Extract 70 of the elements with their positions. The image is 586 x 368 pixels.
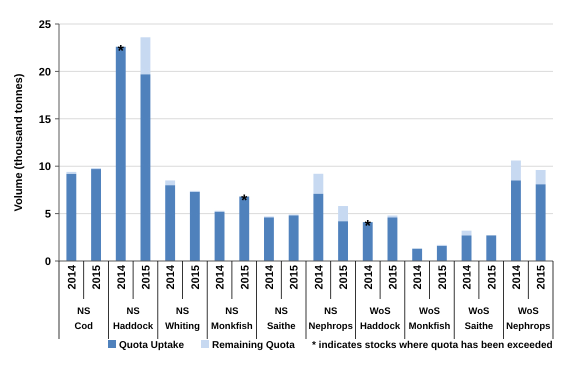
bar <box>313 174 324 194</box>
y-tick-label: 25 <box>38 19 51 31</box>
bar <box>91 169 101 261</box>
y-axis-title: Volume (thousand tonnes) <box>13 73 25 212</box>
x-tick-label: 2015 <box>338 265 350 290</box>
text: NS Cod <box>74 306 94 332</box>
x-tick-label: 2015 <box>91 265 104 290</box>
text: WoS Nephrops <box>506 306 550 332</box>
x-tick-label: 2015 <box>288 265 301 290</box>
y-tick-label: 15 <box>38 114 51 126</box>
x-tick-label: 2014 <box>362 264 375 290</box>
bar <box>511 180 521 261</box>
bar <box>536 184 546 261</box>
x-tick-label: 2014 <box>214 264 227 290</box>
x-tick-label: 2015 <box>387 265 400 290</box>
bar <box>338 221 348 261</box>
bar <box>214 212 224 261</box>
text: WoS Monkfish <box>408 306 451 332</box>
bar <box>140 74 150 261</box>
bar <box>288 215 299 261</box>
y-tick-label: 5 <box>44 208 51 221</box>
bar <box>140 37 150 74</box>
x-tick-label: 2015 <box>536 265 548 290</box>
data-label: * <box>364 218 372 236</box>
x-tick-label: 2014 <box>116 264 128 290</box>
x-tick-label: 2014 <box>165 264 178 290</box>
x-tick-label: 2014 <box>412 264 424 290</box>
text: * indicates stocks where quota has been exceeded <box>312 340 553 351</box>
text: NS Haddock <box>113 306 154 332</box>
data-label: * <box>118 42 125 60</box>
text: NS Saithe <box>267 306 296 332</box>
x-tick-label: 2015 <box>140 265 152 290</box>
bar <box>536 170 546 184</box>
y-tick-label: 20 <box>38 66 51 78</box>
legend-label: Remaining Quota <box>212 340 296 351</box>
bar <box>190 192 200 261</box>
data-label: * <box>241 192 248 210</box>
bar <box>338 206 348 222</box>
text: WoS Haddock <box>360 306 401 332</box>
bar <box>462 230 472 236</box>
bar <box>165 180 176 186</box>
bar <box>165 185 176 261</box>
bar <box>486 235 496 261</box>
x-tick-label: 2015 <box>239 265 252 290</box>
x-tick-label: 2014 <box>66 264 78 290</box>
x-tick-label: 2014 <box>313 264 326 290</box>
legend-label: Quota Uptake <box>119 340 184 351</box>
bar <box>66 174 76 261</box>
bar <box>511 160 521 180</box>
y-tick-label: 10 <box>38 161 51 174</box>
text: NS Nephrops <box>308 306 353 332</box>
text: WoS Saithe <box>464 306 494 332</box>
bar <box>264 217 274 261</box>
bar <box>412 248 422 261</box>
text: NS Whiting <box>165 306 200 332</box>
x-tick-label: 2014 <box>264 264 276 290</box>
text: NS Monkfish <box>211 306 253 332</box>
bar <box>239 196 250 261</box>
bar <box>462 235 472 261</box>
bar <box>362 222 373 261</box>
bar <box>116 46 126 261</box>
x-tick-label: 2015 <box>436 265 449 290</box>
bar <box>388 217 398 261</box>
y-tick-label: 0 <box>44 256 51 268</box>
bar <box>313 194 324 261</box>
x-tick-label: 2014 <box>510 264 523 290</box>
x-tick-label: 2014 <box>462 264 474 290</box>
x-tick-label: 2015 <box>486 265 498 290</box>
x-tick-label: 2015 <box>190 265 202 290</box>
bar <box>436 246 447 261</box>
